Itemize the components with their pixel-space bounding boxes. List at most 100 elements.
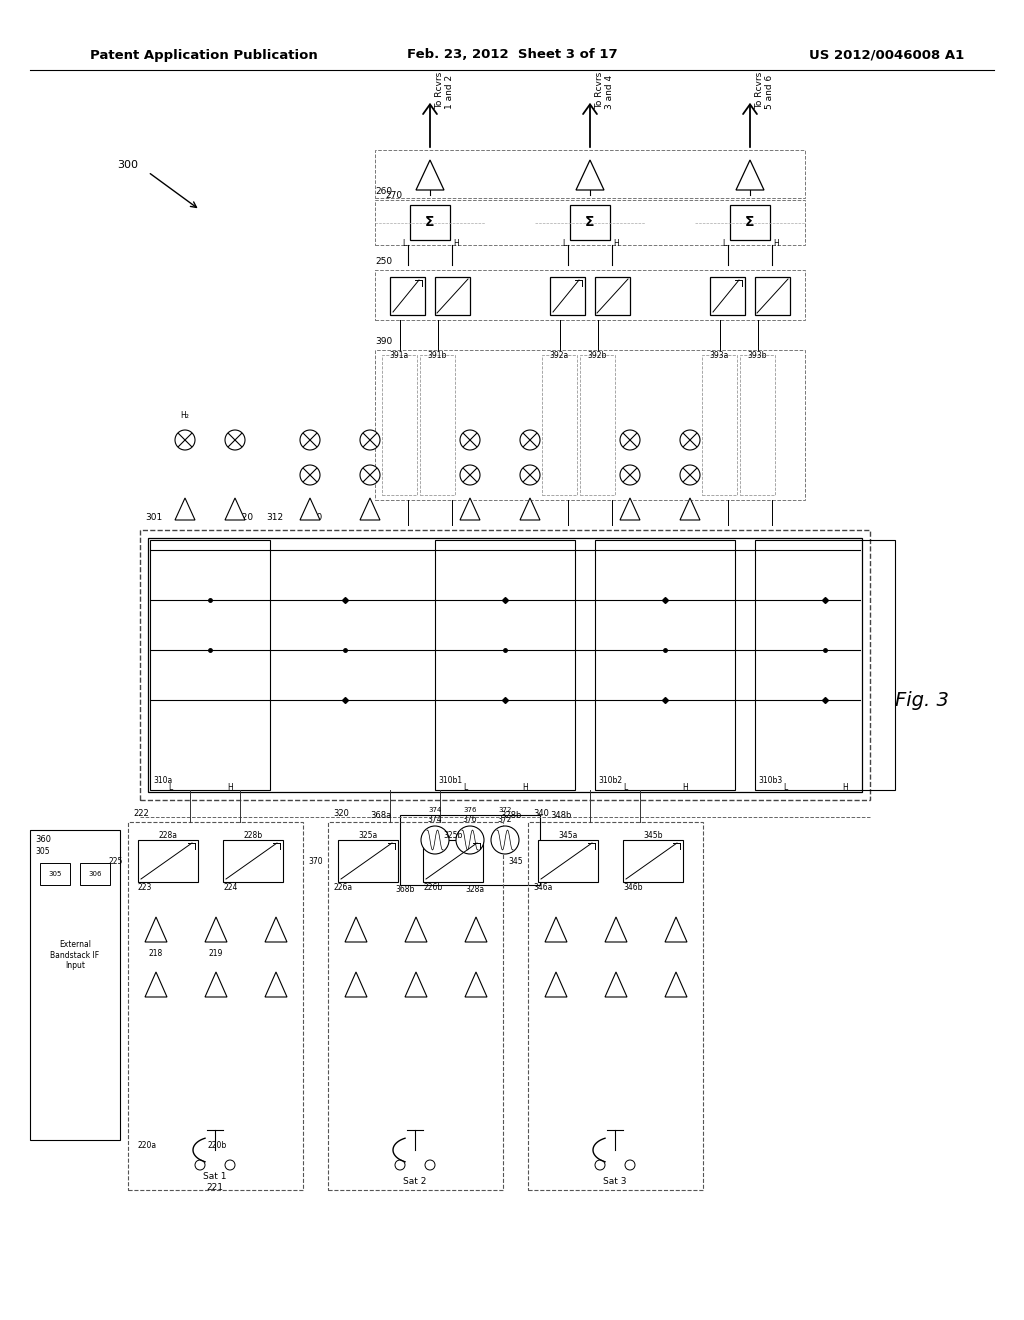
- Circle shape: [360, 430, 380, 450]
- Bar: [338, 840, 398, 882]
- Bar: [138, 840, 198, 882]
- Text: Σ: Σ: [745, 215, 755, 230]
- Text: 325a: 325a: [358, 830, 378, 840]
- Text: 372: 372: [499, 807, 512, 813]
- Text: To Rcvrs
5 and 6: To Rcvrs 5 and 6: [755, 71, 774, 108]
- Text: 300: 300: [118, 160, 138, 170]
- Text: H: H: [842, 784, 848, 792]
- Text: Sat 1
221: Sat 1 221: [203, 1172, 226, 1192]
- Circle shape: [625, 1160, 635, 1170]
- Polygon shape: [345, 917, 367, 942]
- Text: Fig. 3: Fig. 3: [895, 690, 949, 710]
- Polygon shape: [736, 160, 764, 190]
- Circle shape: [175, 430, 195, 450]
- Bar: [140, 531, 870, 800]
- Polygon shape: [620, 498, 640, 520]
- Bar: [550, 277, 585, 315]
- Text: 392a: 392a: [550, 351, 569, 359]
- Circle shape: [456, 826, 484, 854]
- Text: 374: 374: [428, 816, 442, 825]
- Polygon shape: [545, 972, 567, 997]
- Text: 328a: 328a: [465, 886, 484, 895]
- Text: 372: 372: [498, 816, 512, 825]
- Text: 310a: 310a: [153, 776, 172, 785]
- Text: 345b: 345b: [643, 830, 663, 840]
- Text: 320: 320: [333, 809, 349, 818]
- Text: 260: 260: [375, 187, 392, 197]
- Text: 305: 305: [35, 847, 49, 857]
- Text: 348b: 348b: [550, 810, 571, 820]
- Bar: [580, 355, 615, 495]
- Polygon shape: [406, 917, 427, 942]
- Bar: [375, 271, 805, 319]
- Polygon shape: [520, 498, 540, 520]
- Polygon shape: [465, 917, 487, 942]
- Text: 250: 250: [375, 257, 392, 267]
- Polygon shape: [225, 498, 245, 520]
- Text: 305: 305: [48, 871, 61, 876]
- Polygon shape: [175, 498, 195, 520]
- Text: Σ: Σ: [586, 215, 595, 230]
- Circle shape: [620, 465, 640, 484]
- Bar: [400, 814, 540, 884]
- Text: L: L: [463, 784, 467, 792]
- Text: 219: 219: [209, 949, 223, 958]
- Text: 345: 345: [508, 858, 523, 866]
- Text: L: L: [623, 784, 627, 792]
- Circle shape: [680, 465, 700, 484]
- Circle shape: [225, 430, 245, 450]
- Circle shape: [520, 465, 540, 484]
- Bar: [375, 201, 805, 246]
- Circle shape: [460, 465, 480, 484]
- Text: 393b: 393b: [748, 351, 767, 359]
- Circle shape: [520, 430, 540, 450]
- Bar: [328, 822, 503, 1191]
- Bar: [30, 830, 120, 1140]
- Text: To Rcvrs
1 and 2: To Rcvrs 1 and 2: [435, 71, 455, 108]
- Polygon shape: [665, 972, 687, 997]
- Circle shape: [300, 465, 319, 484]
- Polygon shape: [605, 917, 627, 942]
- Text: Feb. 23, 2012  Sheet 3 of 17: Feb. 23, 2012 Sheet 3 of 17: [407, 49, 617, 62]
- Circle shape: [195, 1160, 205, 1170]
- Text: 306: 306: [88, 871, 101, 876]
- Bar: [528, 822, 703, 1191]
- Polygon shape: [300, 498, 319, 520]
- Text: 312: 312: [266, 513, 284, 523]
- Polygon shape: [145, 972, 167, 997]
- Polygon shape: [205, 972, 227, 997]
- Circle shape: [395, 1160, 406, 1170]
- Text: 220a: 220a: [138, 1140, 157, 1150]
- Circle shape: [425, 1160, 435, 1170]
- Polygon shape: [205, 917, 227, 942]
- Bar: [410, 205, 450, 240]
- Bar: [740, 355, 775, 495]
- Text: 228b: 228b: [244, 830, 262, 840]
- Text: 310b2: 310b2: [598, 776, 623, 785]
- Text: H: H: [773, 239, 779, 248]
- Text: 390: 390: [375, 338, 392, 346]
- Polygon shape: [145, 917, 167, 942]
- Bar: [150, 540, 270, 789]
- Bar: [435, 540, 575, 789]
- Text: Patent Application Publication: Patent Application Publication: [90, 49, 317, 62]
- Text: 225: 225: [109, 858, 123, 866]
- Text: L: L: [168, 784, 172, 792]
- Text: L: L: [562, 239, 566, 248]
- Polygon shape: [465, 972, 487, 997]
- Text: Sat 3: Sat 3: [603, 1177, 627, 1187]
- Bar: [595, 277, 630, 315]
- Polygon shape: [345, 972, 367, 997]
- Text: H: H: [682, 784, 688, 792]
- Text: 340: 340: [534, 809, 549, 818]
- Text: 391b: 391b: [428, 351, 447, 359]
- Text: 218: 218: [148, 949, 163, 958]
- Text: 374: 374: [428, 807, 441, 813]
- Polygon shape: [460, 498, 480, 520]
- Bar: [623, 840, 683, 882]
- Polygon shape: [680, 498, 700, 520]
- Text: 228a: 228a: [159, 830, 177, 840]
- Text: 310b3: 310b3: [758, 776, 782, 785]
- Text: External
Bandstack IF
Input: External Bandstack IF Input: [50, 940, 99, 970]
- Bar: [128, 822, 303, 1191]
